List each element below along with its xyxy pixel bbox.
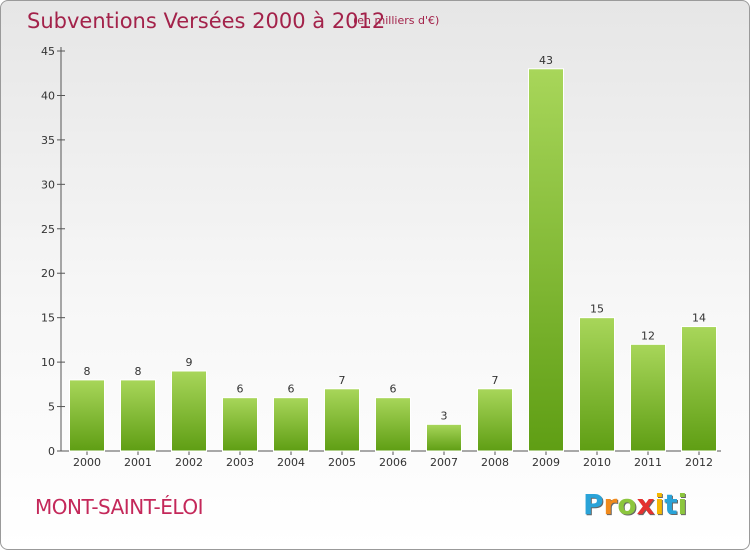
x-tick-label: 2006	[379, 456, 407, 469]
logo-letter: i	[654, 488, 665, 521]
logo-letter: x	[636, 488, 655, 521]
data-label: 7	[339, 374, 346, 387]
bar-2011	[630, 343, 666, 452]
x-tick-label: 2007	[430, 456, 458, 469]
y-tick-label: 25	[41, 223, 55, 236]
bar-2002	[171, 370, 207, 452]
x-tick-label: 2003	[226, 456, 254, 469]
bar-2006	[375, 397, 411, 452]
x-tick-label: 2001	[124, 456, 152, 469]
y-tick-label: 35	[41, 134, 55, 147]
y-tick-label: 45	[41, 45, 55, 58]
data-label: 6	[237, 383, 244, 396]
y-tick-label: 20	[41, 267, 55, 280]
commune-name: MONT-SAINT-ÉLOI	[35, 495, 203, 519]
logo-letter: i	[677, 488, 688, 521]
logo-letter: r	[603, 488, 618, 521]
logo-letter: t	[664, 488, 678, 521]
chart-subtitle: (en milliers d'€)	[353, 14, 440, 27]
y-tick-label: 5	[48, 401, 55, 414]
bar-2003	[222, 397, 258, 452]
data-label: 9	[186, 356, 193, 369]
data-label: 3	[441, 409, 448, 422]
y-tick-label: 30	[41, 178, 55, 191]
bar-2009	[528, 68, 564, 452]
chart-labels: 2000 8 2001 8 2002 9 2003 6 2004 6 2005 7 2006 6 2007 3…	[73, 54, 713, 469]
data-label: 12	[641, 329, 655, 342]
logo-letter: o	[617, 488, 637, 521]
bar-2012	[681, 326, 717, 452]
x-tick-label: 2005	[328, 456, 356, 469]
data-label: 43	[539, 54, 553, 67]
y-tick-label: 10	[41, 356, 55, 369]
x-tick-label: 2004	[277, 456, 305, 469]
chart-bars	[69, 68, 717, 452]
x-tick-label: 2008	[481, 456, 509, 469]
data-label: 15	[590, 303, 604, 316]
proxiti-logo: Proxiti	[583, 488, 687, 521]
y-tick-label: 0	[48, 445, 55, 458]
data-label: 6	[390, 383, 397, 396]
bar-2004	[273, 397, 309, 452]
bar-2008	[477, 388, 513, 452]
data-label: 14	[692, 312, 706, 325]
bar-2010	[579, 317, 615, 452]
y-tick-label: 15	[41, 312, 55, 325]
x-tick-label: 2011	[634, 456, 662, 469]
bar-2001	[120, 379, 156, 452]
data-label: 6	[288, 383, 295, 396]
bar-2007	[426, 423, 462, 452]
y-tick-label: 40	[41, 89, 55, 102]
x-tick-label: 2009	[532, 456, 560, 469]
x-tick-label: 2010	[583, 456, 611, 469]
bar-2000	[69, 379, 105, 452]
logo-letter: P	[583, 488, 604, 521]
data-label: 7	[492, 374, 499, 387]
bar-2005	[324, 388, 360, 452]
x-tick-label: 2002	[175, 456, 203, 469]
data-label: 8	[84, 365, 91, 378]
x-tick-label: 2012	[685, 456, 713, 469]
data-label: 8	[135, 365, 142, 378]
chart-title: Subventions Versées 2000 à 2012	[27, 9, 386, 33]
x-tick-label: 2000	[73, 456, 101, 469]
